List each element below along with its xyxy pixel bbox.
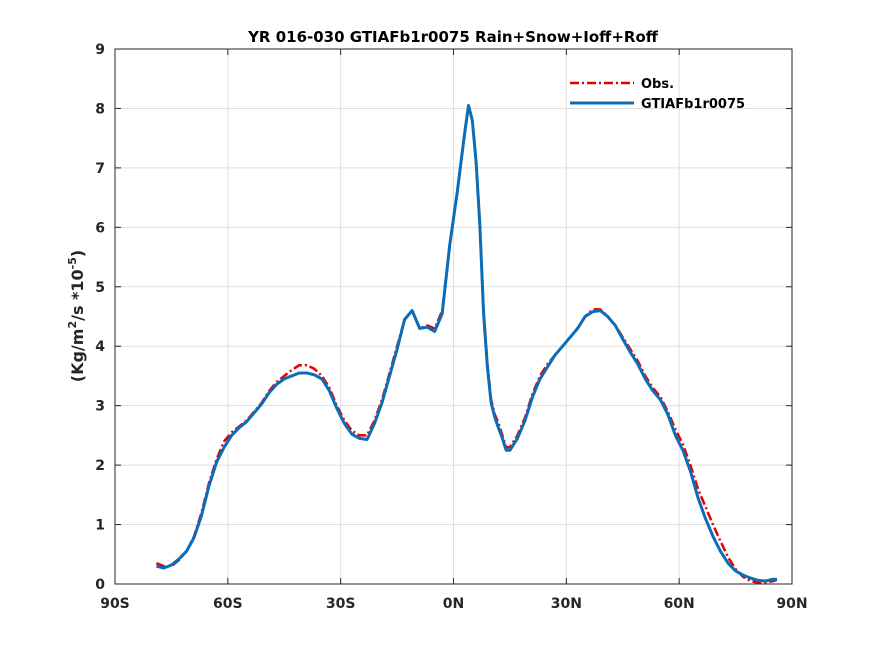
y-axis-label-middle: /s *10: [68, 269, 87, 321]
y-tick-labels: 0 1 2 3 4 5 6 7 8 9: [95, 42, 105, 593]
x-tick-label: 60S: [213, 596, 243, 612]
y-tick-label: 0: [95, 577, 105, 593]
series-layer: [155, 104, 778, 585]
x-tick-label: 90N: [776, 596, 807, 612]
y-axis-label-prefix: (Kg/m: [68, 329, 87, 383]
y-tick-label: 1: [95, 518, 105, 534]
y-tick-label: 9: [95, 42, 105, 58]
y-axis-label-suffix: ): [68, 250, 87, 257]
y-axis-label-sup2: -5: [66, 257, 79, 269]
x-tick-label: 30N: [551, 596, 582, 612]
legend-label-obs: Obs.: [641, 77, 674, 92]
y-tick-label: 5: [95, 280, 105, 296]
y-tick-label: 6: [95, 220, 105, 236]
x-tick-label: 90S: [100, 596, 130, 612]
y-axis-label-sup1: 2: [66, 321, 79, 329]
legend-label-model: GTIAFb1r0075: [641, 97, 745, 112]
series-line-1: [156, 104, 777, 583]
x-tick-label: 30S: [326, 596, 356, 612]
y-tick-label: 2: [95, 458, 105, 474]
y-tick-label: 4: [95, 339, 105, 355]
chart-title: YR 016-030 GTIAFb1r0075 Rain+Snow+Ioff+R…: [247, 28, 659, 46]
y-tick-label: 8: [95, 101, 105, 117]
y-axis-label: (Kg/m2/s *10-5): [66, 250, 87, 382]
legend: Obs. GTIAFb1r0075: [570, 77, 745, 112]
x-tick-label: 60N: [664, 596, 695, 612]
axis-ticks: [114, 48, 793, 585]
x-tick-label: 0N: [443, 596, 464, 612]
y-tick-label: 3: [95, 399, 105, 415]
y-tick-label: 7: [95, 161, 105, 177]
x-tick-labels: 90S 60S 30S 0N 30N 60N 90N: [100, 596, 807, 612]
